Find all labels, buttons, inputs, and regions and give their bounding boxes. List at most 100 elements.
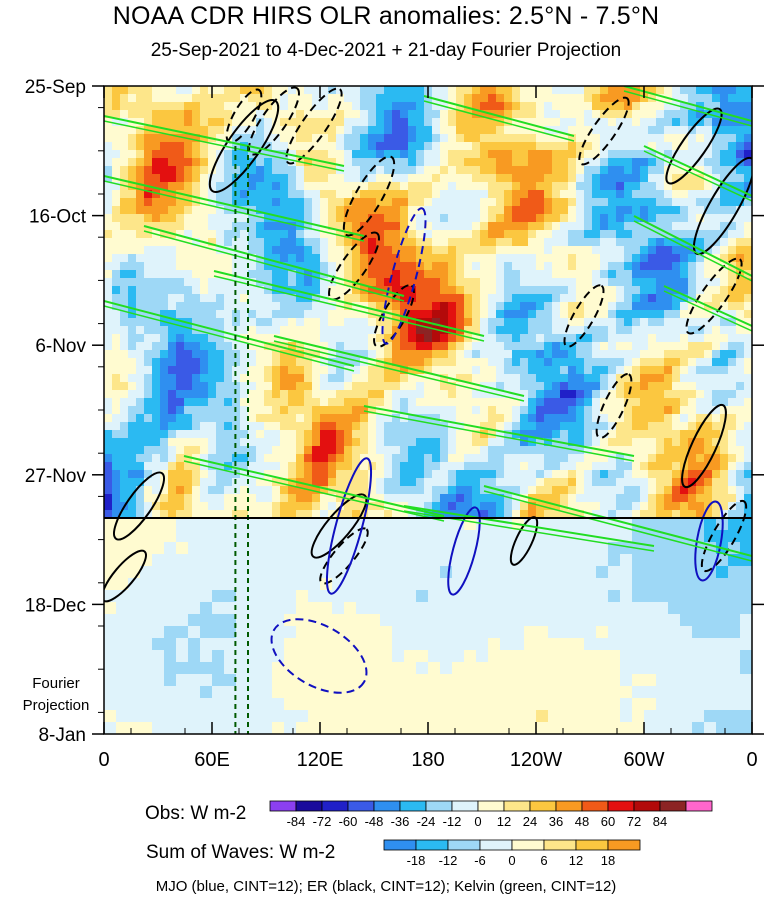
obs-cell xyxy=(560,158,569,167)
obs-cell xyxy=(112,454,121,463)
obs-cell xyxy=(120,438,129,447)
obs-cell xyxy=(560,206,569,215)
obs-cell xyxy=(504,310,513,319)
obs-cell xyxy=(672,438,681,447)
obs-cell xyxy=(424,246,433,255)
obs-cell xyxy=(368,206,377,215)
projection-cell xyxy=(476,554,489,567)
obs-cell xyxy=(328,246,337,255)
obs-cell xyxy=(568,158,577,167)
projection-cell xyxy=(260,650,273,663)
obs-cell xyxy=(416,406,425,415)
obs-cell xyxy=(272,142,281,151)
projection-cell xyxy=(572,530,585,543)
obs-cell xyxy=(360,430,369,439)
obs-cell xyxy=(192,470,201,479)
projection-cell xyxy=(704,614,717,627)
obs-cell xyxy=(312,366,321,375)
obs-cell xyxy=(144,110,153,119)
obs-cell xyxy=(248,150,257,159)
obs-cell xyxy=(728,110,737,119)
obs-cell xyxy=(104,398,113,407)
obs-cell xyxy=(152,118,161,127)
obs-cell xyxy=(656,462,665,471)
projection-cell xyxy=(308,650,321,663)
obs-cell xyxy=(304,174,313,183)
obs-cell xyxy=(464,310,473,319)
obs-cell xyxy=(560,246,569,255)
obs-cell xyxy=(472,470,481,479)
projection-cell xyxy=(104,566,117,579)
obs-cell xyxy=(664,198,673,207)
obs-cell xyxy=(576,158,585,167)
obs-cell xyxy=(216,422,225,431)
obs-cell xyxy=(104,486,113,495)
obs-cell xyxy=(608,422,617,431)
obs-cell xyxy=(344,510,353,519)
projection-cell xyxy=(248,602,261,615)
obs-cell xyxy=(584,494,593,503)
obs-cell xyxy=(144,270,153,279)
obs-cell xyxy=(608,150,617,159)
obs-cell xyxy=(264,318,273,327)
obs-cell xyxy=(656,430,665,439)
obs-cell xyxy=(112,198,121,207)
projection-cell xyxy=(608,590,621,603)
projection-cell xyxy=(716,590,729,603)
obs-cell xyxy=(600,150,609,159)
obs-cell xyxy=(528,294,537,303)
obs-cell xyxy=(336,286,345,295)
obs-cell xyxy=(280,454,289,463)
obs-cell xyxy=(736,334,745,343)
projection-cell xyxy=(668,590,681,603)
obs-cell xyxy=(672,254,681,263)
obs-cell xyxy=(728,446,737,455)
obs-cell xyxy=(608,166,617,175)
obs-cell xyxy=(248,166,257,175)
obs-cell xyxy=(152,334,161,343)
obs-cell xyxy=(216,286,225,295)
obs-cell xyxy=(432,350,441,359)
obs-cell xyxy=(400,422,409,431)
obs-cell xyxy=(152,134,161,143)
obs-cell xyxy=(520,422,529,431)
projection-cell xyxy=(272,614,285,627)
obs-cell xyxy=(544,102,553,111)
obs-cell xyxy=(328,166,337,175)
obs-cell xyxy=(440,430,449,439)
obs-cell xyxy=(400,110,409,119)
obs-cell xyxy=(656,246,665,255)
obs-cell xyxy=(448,502,457,511)
obs-cell xyxy=(688,158,697,167)
obs-cell xyxy=(728,454,737,463)
obs-cell xyxy=(360,334,369,343)
obs-cell xyxy=(448,486,457,495)
obs-cell xyxy=(320,166,329,175)
obs-cell xyxy=(544,406,553,415)
obs-cell xyxy=(608,342,617,351)
obs-cell xyxy=(600,262,609,271)
obs-cell xyxy=(528,262,537,271)
obs-cell xyxy=(160,158,169,167)
obs-cell xyxy=(128,326,137,335)
obs-cell xyxy=(600,278,609,287)
obs-cell xyxy=(168,278,177,287)
obs-cell xyxy=(608,350,617,359)
obs-cell xyxy=(584,294,593,303)
obs-cell xyxy=(504,230,513,239)
obs-cell xyxy=(384,166,393,175)
obs-cell xyxy=(424,478,433,487)
obs-cell xyxy=(288,334,297,343)
obs-cell xyxy=(376,142,385,151)
obs-cell xyxy=(536,222,545,231)
obs-cell xyxy=(504,174,513,183)
obs-cell xyxy=(440,206,449,215)
obs-cell xyxy=(384,334,393,343)
obs-cell xyxy=(304,278,313,287)
obs-cell xyxy=(136,94,145,103)
obs-cell xyxy=(128,486,137,495)
obs-cell xyxy=(112,214,121,223)
obs-cell xyxy=(744,86,752,95)
obs-cell xyxy=(272,302,281,311)
obs-cell xyxy=(744,350,752,359)
